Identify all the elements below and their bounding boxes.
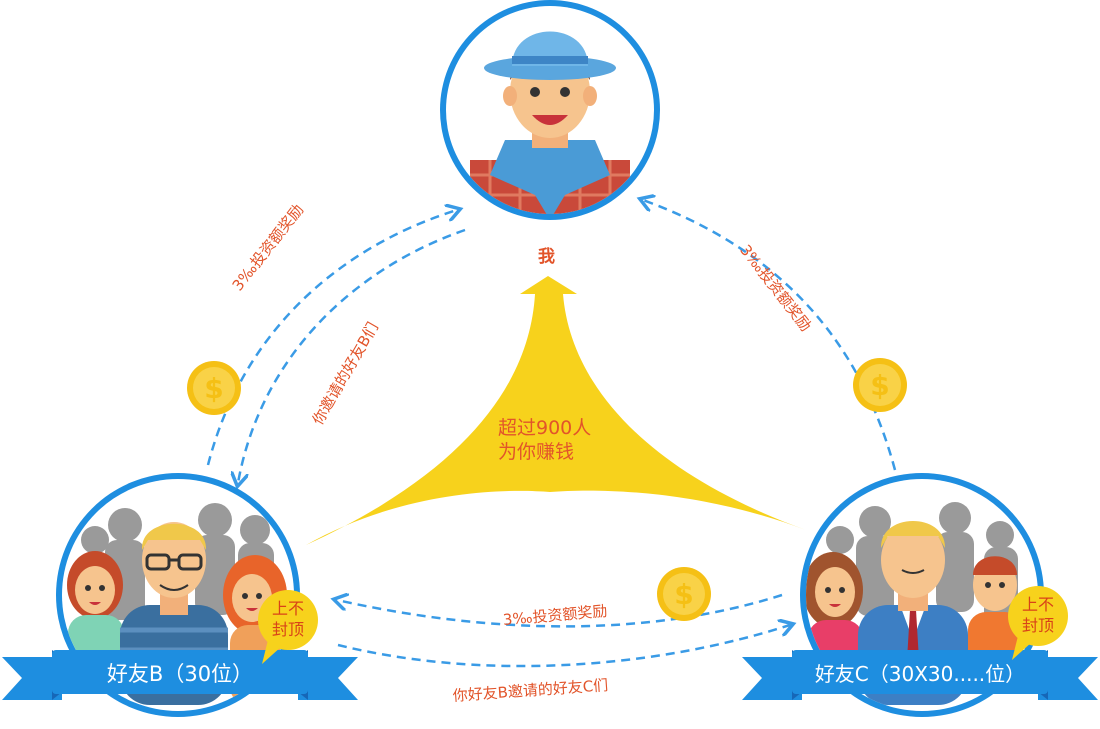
bubble-line-1: 上不 — [271, 599, 304, 618]
arrow-bottom-lower — [337, 625, 790, 668]
coin-icon: $ — [187, 361, 241, 415]
ribbon-friend-b — [2, 650, 358, 700]
speech-bubble-icon — [1008, 586, 1068, 660]
center-text: 超过900人 为你赚钱 — [498, 416, 591, 464]
avatar-me — [440, 0, 660, 220]
friend-b-label: 好友B（30位） — [106, 662, 254, 686]
dashed-arrows — [206, 200, 897, 668]
friend-c-label: 好友C（30X30.....位） — [814, 662, 1026, 686]
coin-icon: $ — [853, 358, 907, 412]
growth-arrow — [306, 276, 806, 545]
svg-text:$: $ — [674, 578, 693, 611]
ribbon-friend-c — [742, 650, 1098, 700]
bubble-line-2: 封顶 — [1021, 616, 1054, 635]
svg-text:$: $ — [204, 372, 223, 405]
friend-b-bubble-text: 上不 封顶 — [262, 598, 314, 640]
me-label: 我 — [538, 247, 555, 267]
bubble-line-1: 上不 — [1021, 595, 1054, 614]
arrow-left-outer — [206, 210, 457, 466]
arrow-right — [643, 200, 897, 471]
friend-c-bubble-text: 上不 封顶 — [1012, 594, 1064, 636]
arrow-left-inner — [238, 228, 466, 483]
arrow-up-icon — [306, 276, 806, 545]
arrow-bottom-upper — [337, 595, 783, 628]
svg-text:$: $ — [870, 369, 889, 402]
bubble-line-2: 封顶 — [271, 620, 304, 639]
center-line-2: 为你赚钱 — [498, 441, 575, 463]
coin-icon: $ — [657, 567, 711, 621]
center-line-1: 超过900人 — [498, 417, 592, 439]
speech-bubble-icon — [258, 590, 318, 664]
